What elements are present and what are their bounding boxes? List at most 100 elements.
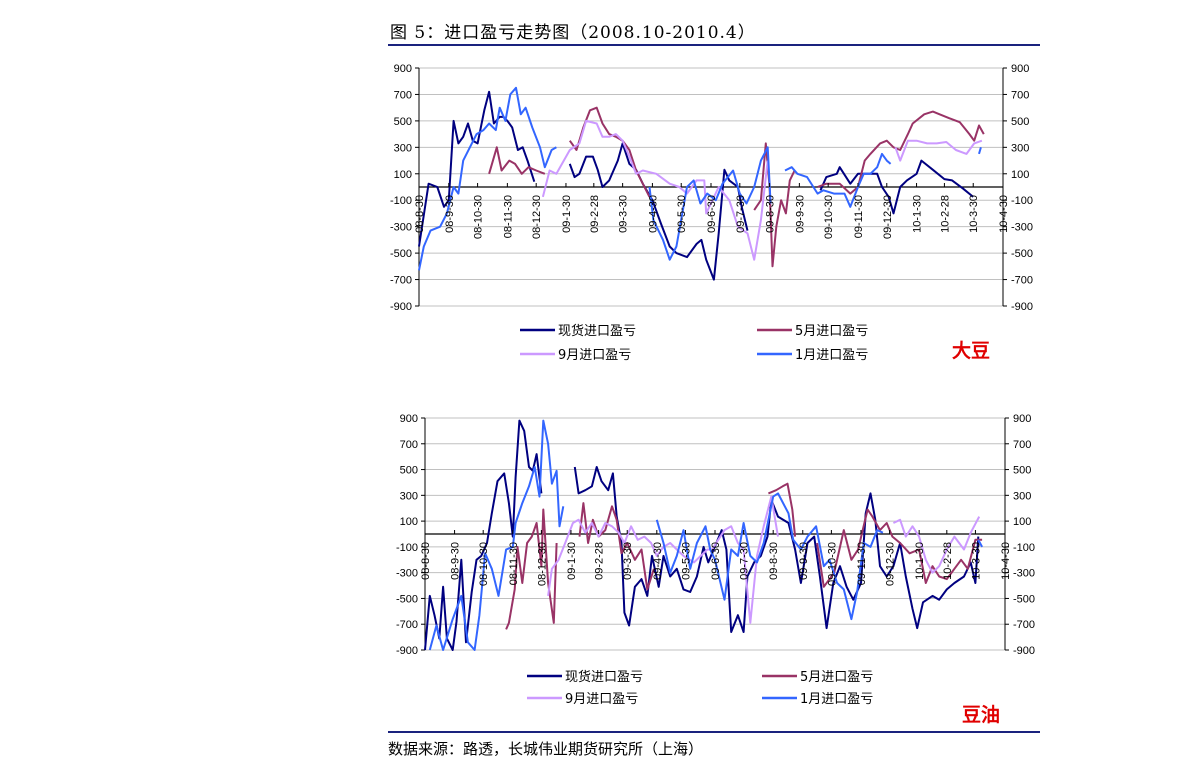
x-tick-label: 09-6-30 — [706, 195, 718, 233]
y-tick-label-left: -700 — [396, 619, 418, 631]
series-line — [488, 106, 985, 268]
x-tick-label: 10-4-30 — [998, 195, 1010, 233]
y-tick-label-right: 700 — [1013, 439, 1031, 451]
y-tick-label-left: -500 — [396, 593, 418, 605]
x-tick-label: 08-11-30 — [502, 195, 514, 238]
x-tick-label: 10-2-28 — [939, 195, 951, 233]
x-tick-label: 09-9-30 — [794, 195, 806, 233]
x-tick-label: 09-4-30 — [652, 542, 664, 580]
y-tick-label-right: -700 — [1013, 619, 1035, 631]
x-tick-label: 08-10-30 — [473, 195, 485, 239]
series-line — [505, 482, 983, 630]
y-tick-label-right: -500 — [1013, 593, 1035, 605]
x-tick-label: 10-1-30 — [914, 542, 926, 580]
y-tick-label-right: 500 — [1013, 465, 1031, 477]
x-tick-label: 09-8-30 — [768, 542, 780, 580]
y-tick-label-right: 300 — [1013, 490, 1031, 502]
x-tick-label: 09-8-30 — [765, 195, 777, 233]
y-tick-label-left: -100 — [396, 542, 418, 554]
y-tick-label-left: 700 — [394, 89, 412, 101]
series-line — [541, 119, 983, 261]
x-tick-label: 09-1-30 — [566, 542, 578, 580]
y-tick-label-left: 100 — [394, 169, 412, 181]
legend-label: 现货进口盈亏 — [565, 669, 643, 685]
x-tick-label: 09-3-30 — [618, 195, 630, 233]
y-tick-label-right: 100 — [1013, 516, 1031, 528]
legend-label: 9月进口盈亏 — [558, 348, 631, 363]
x-tick-label: 09-10-30 — [823, 195, 835, 239]
y-tick-label-left: -500 — [390, 248, 412, 260]
chart-label-soybean: 大豆 — [952, 340, 991, 362]
y-tick-label-left: 100 — [400, 516, 418, 528]
figure-title: 图 5：进口盈亏走势图（2008.10-2010.4） — [390, 23, 756, 43]
x-tick-label: 09-9-30 — [798, 542, 810, 580]
x-tick-label: 08-12-30 — [531, 195, 543, 239]
y-tick-label-right: -300 — [1011, 222, 1033, 234]
y-tick-label-left: 500 — [394, 116, 412, 128]
y-tick-label-left: -300 — [396, 568, 418, 580]
y-tick-label-right: -900 — [1011, 301, 1033, 313]
x-tick-label: 09-11-30 — [853, 195, 865, 238]
series-line — [418, 86, 982, 271]
x-tick-label: 10-1-30 — [912, 195, 924, 233]
y-tick-label-left: -900 — [390, 301, 412, 313]
series-line — [424, 419, 980, 651]
x-tick-label: 10-2-28 — [942, 542, 954, 580]
legend-label: 5月进口盈亏 — [795, 324, 868, 339]
y-tick-label-left: 300 — [400, 490, 418, 502]
x-tick-label: 08-10-30 — [478, 542, 490, 586]
legend-label: 现货进口盈亏 — [558, 323, 636, 339]
x-tick-label: 10-4-30 — [1000, 542, 1012, 580]
x-tick-label: 09-5-30 — [676, 195, 688, 233]
data-source: 数据来源：路透，长城伟业期货研究所（上海） — [388, 740, 704, 758]
y-tick-label-right: 900 — [1011, 63, 1029, 75]
y-tick-label-right: 300 — [1011, 142, 1029, 154]
x-tick-label: 09-12-30 — [882, 195, 894, 239]
y-tick-label-right: 100 — [1011, 169, 1029, 181]
x-tick-label: 09-2-28 — [589, 195, 601, 233]
x-tick-label: 08-8-30 — [414, 195, 426, 233]
y-tick-label-left: 300 — [394, 142, 412, 154]
x-tick-label: 09-3-30 — [622, 542, 634, 580]
x-tick-label: 10-3-30 — [968, 195, 980, 233]
y-tick-label-right: -100 — [1013, 542, 1035, 554]
legend-label: 5月进口盈亏 — [800, 670, 873, 685]
y-tick-label-left: -900 — [396, 645, 418, 657]
x-tick-label: 09-1-30 — [561, 195, 573, 233]
footer-rule — [388, 731, 1040, 733]
x-tick-label: 08-9-30 — [450, 542, 462, 580]
y-tick-label-right: 500 — [1011, 116, 1029, 128]
x-tick-label: 09-11-30 — [856, 542, 868, 585]
y-tick-label-right: -900 — [1013, 645, 1035, 657]
y-tick-label-left: -100 — [390, 195, 412, 207]
title-rule — [388, 44, 1040, 46]
legend-label: 9月进口盈亏 — [565, 692, 638, 707]
x-tick-label: 09-7-30 — [735, 195, 747, 233]
y-tick-label-right: 700 — [1011, 89, 1029, 101]
y-tick-label-left: -300 — [390, 222, 412, 234]
x-tick-label: 08-9-30 — [444, 195, 456, 233]
legend-label: 1月进口盈亏 — [795, 348, 868, 363]
y-tick-label-right: 900 — [1013, 413, 1031, 425]
x-tick-label: 09-10-30 — [826, 542, 838, 586]
x-tick-label: 09-12-30 — [885, 542, 897, 586]
chart-label-soyoil: 豆油 — [962, 704, 1001, 726]
x-tick-label: 10-3-30 — [970, 542, 982, 580]
x-tick-label: 09-4-30 — [647, 195, 659, 233]
y-tick-label-right: -500 — [1011, 248, 1033, 260]
y-tick-label-right: -700 — [1011, 275, 1033, 287]
y-tick-label-left: 500 — [400, 465, 418, 477]
x-tick-label: 08-8-30 — [420, 542, 432, 580]
legend-label: 1月进口盈亏 — [800, 692, 873, 707]
x-tick-label: 08-12-30 — [536, 542, 548, 586]
y-tick-label-left: 900 — [394, 63, 412, 75]
y-tick-label-right: -100 — [1011, 195, 1033, 207]
x-tick-label: 09-6-30 — [710, 542, 722, 580]
y-tick-label-left: -700 — [390, 275, 412, 287]
series-line — [418, 90, 974, 281]
series-line — [428, 419, 983, 651]
x-tick-label: 09-7-30 — [739, 542, 751, 580]
y-tick-label-left: 900 — [400, 413, 418, 425]
x-tick-label: 09-2-28 — [594, 542, 606, 580]
